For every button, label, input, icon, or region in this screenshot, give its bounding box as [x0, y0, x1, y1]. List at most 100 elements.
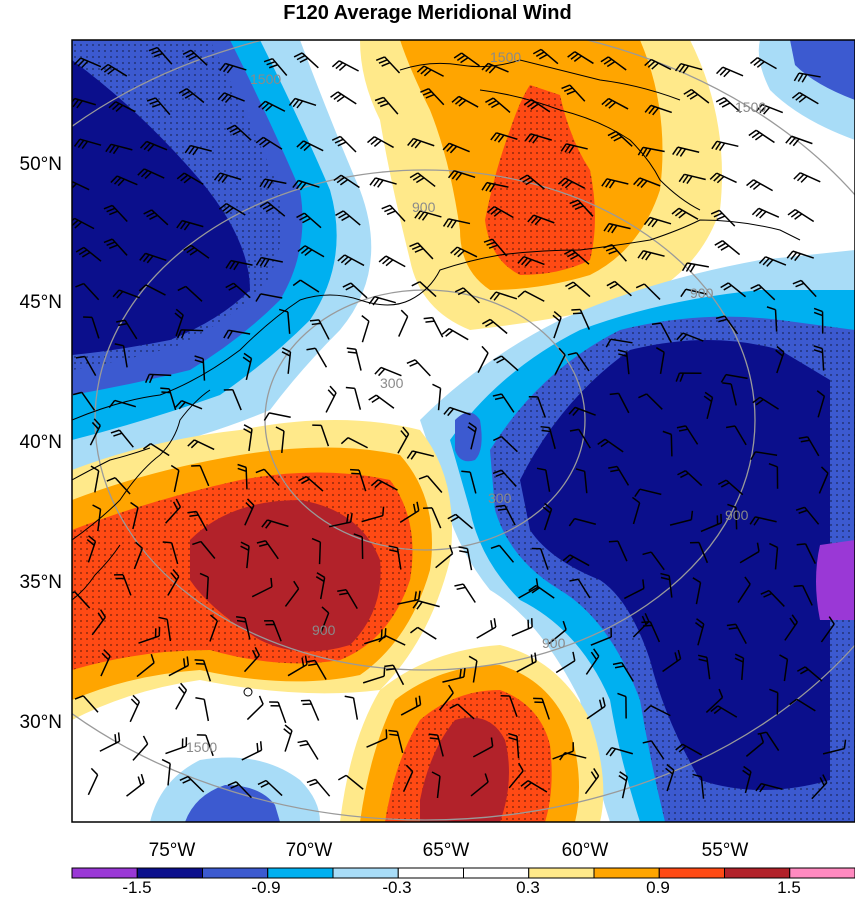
- wind-barb: [255, 293, 283, 302]
- wind-barb: [306, 347, 328, 368]
- wind-barb: [492, 393, 515, 413]
- wind-barb: [257, 779, 283, 797]
- wind-barb: [489, 291, 518, 301]
- lat-label: 35°N: [20, 572, 62, 593]
- wind-barb: [226, 124, 252, 141]
- wind-barb: [662, 649, 682, 673]
- wind-barb: [184, 144, 212, 156]
- wind-barb: [418, 475, 443, 493]
- wind-barb: [213, 172, 242, 183]
- wind-barb: [243, 424, 253, 452]
- wind-barb: [443, 406, 471, 417]
- wind-barb: [259, 178, 287, 189]
- wind-barb: [366, 729, 388, 748]
- wind-barb: [683, 88, 710, 104]
- wind-barb: [542, 502, 553, 531]
- wind-barb: [288, 97, 317, 109]
- wind-barb: [346, 347, 362, 371]
- lon-label: 75°W: [149, 840, 196, 861]
- coastlines: [72, 59, 801, 697]
- wind-barb: [532, 48, 559, 65]
- wind-barb: [199, 572, 209, 600]
- colorbar-label: -0.3: [382, 878, 411, 897]
- wind-barb: [137, 168, 165, 180]
- wind-barb: [495, 504, 516, 526]
- far-northeast-negative-region: [758, 40, 855, 140]
- wind-barb: [720, 282, 747, 298]
- wind-barb: [669, 510, 694, 526]
- wind-barb: [798, 436, 820, 457]
- wind-barb: [564, 249, 590, 265]
- wind-barb: [461, 470, 477, 494]
- wind-barb: [750, 451, 778, 461]
- colorbar-swatch: [658, 867, 725, 879]
- wind-barb: [511, 618, 533, 637]
- wind-barb: [493, 435, 518, 453]
- wind-barb: [726, 623, 747, 645]
- wind-barb: [568, 406, 596, 417]
- wind-barb: [623, 579, 645, 600]
- wind-barb: [449, 703, 475, 720]
- wind-barb: [300, 699, 320, 721]
- wind-barb: [483, 238, 508, 257]
- wind-barb: [320, 606, 330, 634]
- wind-barb: [86, 535, 97, 563]
- wind-barb: [816, 390, 826, 418]
- wind-barb: [139, 252, 167, 264]
- wind-barb: [796, 543, 817, 564]
- wind-barb: [91, 609, 107, 636]
- colorbar-swatch: [267, 867, 334, 879]
- wind-barb: [240, 541, 250, 569]
- wind-barb: [822, 739, 847, 755]
- wind-barb: [567, 352, 590, 372]
- wind-barb: [676, 425, 699, 445]
- wind-barb: [467, 422, 477, 450]
- colorbar-label: -0.9: [251, 878, 280, 897]
- wind-barb: [722, 382, 737, 406]
- wind-barb: [655, 347, 665, 375]
- wind-barb: [528, 584, 555, 599]
- wind-barb: [103, 238, 128, 256]
- wind-barb: [72, 391, 96, 411]
- colorbar-label: 0.9: [646, 878, 670, 897]
- wind-barb: [177, 285, 203, 302]
- wind-barb: [680, 288, 708, 298]
- wind-barb: [692, 577, 702, 605]
- wind-barb: [368, 394, 395, 409]
- wind-barb: [165, 498, 182, 524]
- lon-label: 70°W: [286, 840, 333, 861]
- wind-barb: [769, 688, 779, 715]
- plot-frame: [71, 39, 855, 823]
- wind-barb: [400, 695, 422, 716]
- wind-barb: [482, 318, 508, 335]
- wind-barb: [296, 212, 322, 229]
- wind-barb: [287, 655, 308, 677]
- wind-barb: [162, 541, 179, 565]
- wind-barb: [485, 97, 511, 113]
- wind-barb: [330, 91, 357, 105]
- wind-barb: [476, 618, 497, 639]
- wind-barb: [114, 343, 128, 368]
- wind-barb: [225, 282, 251, 299]
- wind-barb: [590, 627, 613, 646]
- colorbar-swatch: [71, 867, 138, 879]
- ring-label: 1500: [735, 99, 766, 115]
- wind-barb: [571, 308, 590, 330]
- wind-barb: [296, 140, 324, 152]
- wind-barb: [755, 103, 784, 115]
- wind-barb: [106, 477, 131, 495]
- wind-barb: [442, 667, 466, 683]
- wind-barb: [411, 281, 437, 298]
- wind-barb: [671, 207, 699, 220]
- wind-barb: [442, 218, 471, 229]
- wind-barb: [384, 664, 405, 686]
- wind-barb: [174, 400, 203, 410]
- colorbar-label: -1.5: [122, 878, 151, 897]
- wind-barb: [161, 758, 171, 786]
- wind-barb: [142, 443, 170, 457]
- lat-label: 30°N: [20, 712, 62, 733]
- wind-barb: [813, 307, 824, 334]
- wind-barb: [481, 181, 509, 193]
- wind-barb: [187, 439, 215, 451]
